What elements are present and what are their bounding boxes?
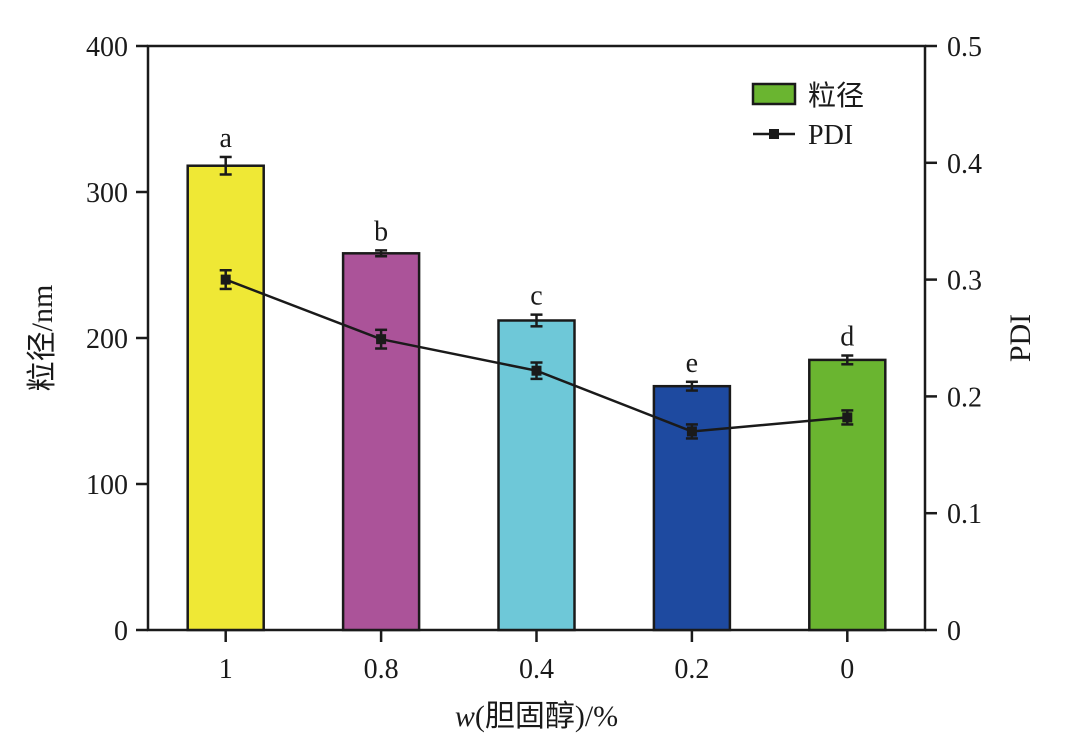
significance-label-1: b <box>374 216 388 247</box>
pdi-point-1 <box>376 334 387 345</box>
left-tick-label-0: 0 <box>114 616 128 647</box>
left-y-axis-title: 粒径/nm <box>26 285 59 392</box>
x-tick-label-1: 0.8 <box>364 654 399 685</box>
x-tick-label-3: 0.2 <box>674 654 709 685</box>
legend-label-pdi: PDI <box>808 120 853 151</box>
x-axis-title: w(胆固醇)/% <box>455 700 618 733</box>
bar-error-3 <box>685 380 698 392</box>
significance-label-2: c <box>530 281 542 312</box>
left-tick-label-2: 200 <box>86 324 128 355</box>
x-tick-label-4: 0 <box>840 654 854 685</box>
legend-swatch-particle-size <box>751 82 797 106</box>
significance-label-3: e <box>686 348 698 379</box>
x-tick-label-0: 1 <box>219 654 233 685</box>
significance-labels: a b c e d <box>219 123 854 379</box>
bar-error-2 <box>530 313 543 328</box>
bar-4 <box>808 358 887 632</box>
bars-group <box>186 155 887 632</box>
pdi-point-4 <box>842 412 853 423</box>
pdi-point-0 <box>220 274 231 285</box>
x-axis-title-rest: (胆固醇)/% <box>475 700 618 733</box>
bar-1 <box>341 252 421 632</box>
left-y-axis: 0 100 200 300 400 <box>86 32 148 647</box>
bar-error-4 <box>841 354 854 366</box>
right-tick-label-5: 0.5 <box>947 32 982 63</box>
right-tick-label-0: 0 <box>947 616 961 647</box>
right-tick-label-3: 0.3 <box>947 266 982 297</box>
right-y-axis: 0 0.1 0.2 0.3 0.4 0.5 <box>925 32 982 647</box>
significance-label-4: d <box>840 322 854 353</box>
bar-0 <box>186 164 265 632</box>
right-y-axis-title: PDI <box>1004 314 1037 362</box>
right-tick-label-2: 0.2 <box>947 382 982 413</box>
left-tick-label-4: 400 <box>86 32 128 63</box>
significance-label-0: a <box>219 123 232 154</box>
bar-error-1 <box>375 249 388 258</box>
right-tick-label-4: 0.4 <box>947 149 982 180</box>
pdi-point-3 <box>686 426 697 437</box>
legend-label-particle-size: 粒径 <box>808 80 864 112</box>
pdi-point-2 <box>531 365 542 376</box>
x-tick-label-2: 0.4 <box>519 654 554 685</box>
left-tick-label-3: 300 <box>86 178 128 209</box>
x-axis: 1 0.8 0.4 0.2 0 <box>219 630 854 685</box>
pdi-line-group <box>219 269 854 440</box>
x-axis-title-italic: w <box>455 700 475 733</box>
legend-swatch-pdi-marker <box>769 129 779 139</box>
bar-error-0 <box>219 155 232 176</box>
bar-3 <box>652 384 732 632</box>
right-tick-label-1: 0.1 <box>947 499 982 530</box>
legend: 粒径 PDI <box>751 80 864 151</box>
left-tick-label-1: 100 <box>86 470 128 501</box>
